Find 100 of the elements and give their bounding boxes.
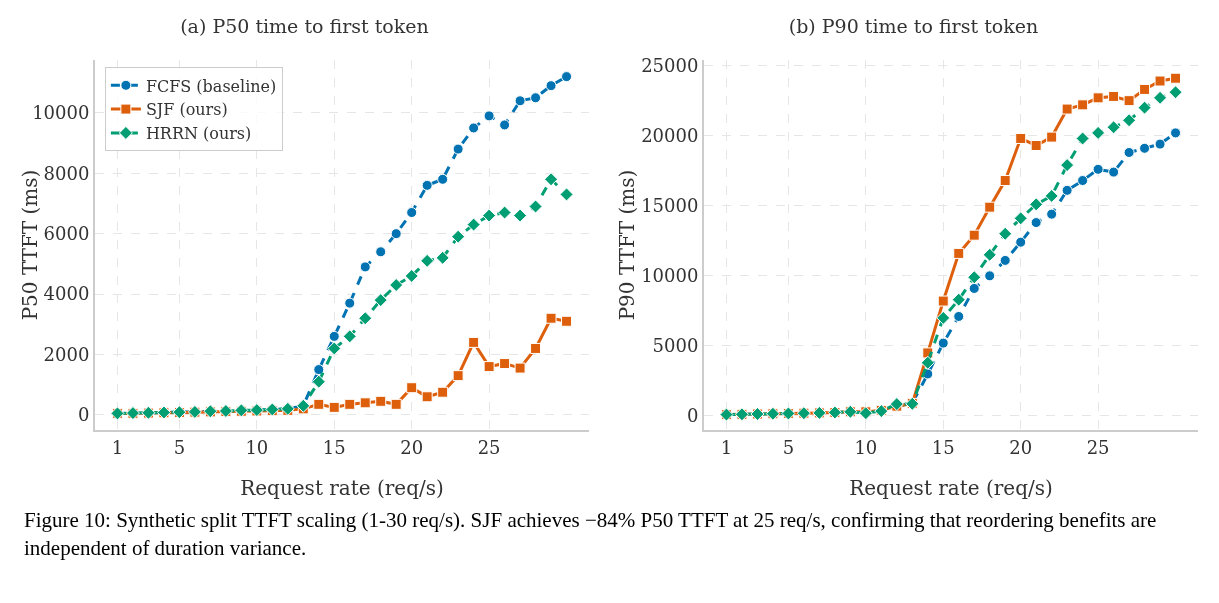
point	[1077, 175, 1089, 187]
point	[483, 110, 495, 122]
point	[1015, 132, 1027, 144]
point	[420, 253, 435, 268]
point	[1139, 142, 1151, 154]
point	[1154, 75, 1166, 87]
point	[313, 364, 325, 376]
x-tick-label: 25	[477, 436, 501, 458]
point	[920, 355, 935, 370]
point	[375, 395, 387, 407]
point	[344, 398, 356, 410]
y-tick-label: 10000	[32, 102, 90, 124]
x-axis-title: Request rate (req/s)	[240, 476, 444, 500]
point	[359, 397, 371, 409]
point	[390, 398, 402, 410]
point	[358, 311, 373, 326]
point	[559, 187, 574, 202]
point	[1170, 72, 1182, 84]
point	[452, 143, 464, 155]
x-tick-label: 15	[931, 436, 955, 458]
point	[1013, 211, 1028, 226]
point	[937, 295, 949, 307]
point	[468, 122, 480, 134]
point	[421, 391, 433, 403]
chart-title: (a) P50 time to first token	[180, 15, 429, 38]
point	[482, 208, 497, 223]
point	[968, 229, 980, 241]
point	[514, 95, 526, 107]
point	[1044, 188, 1059, 203]
y-axis-title: P50 TTFT (ms)	[17, 169, 42, 321]
point	[406, 207, 418, 219]
x-tick-label: 20	[400, 436, 424, 458]
y-tick-label: 8000	[43, 162, 90, 184]
point	[1122, 113, 1137, 128]
point	[437, 173, 449, 185]
point	[327, 341, 342, 356]
point	[1123, 147, 1135, 158]
y-tick-label: 0	[77, 404, 90, 426]
point	[545, 312, 557, 324]
y-tick-label: 20000	[641, 124, 699, 146]
point	[561, 315, 573, 327]
point	[967, 270, 982, 285]
point	[1154, 138, 1166, 150]
x-tick-label: 5	[782, 436, 795, 458]
x-tick-label: 5	[173, 436, 186, 458]
point	[998, 226, 1013, 241]
point	[561, 71, 573, 83]
legend-label: HRRN (ours)	[145, 124, 252, 144]
point	[1106, 120, 1121, 135]
point	[328, 401, 340, 413]
point	[968, 282, 980, 294]
y-tick-label: 10000	[641, 265, 699, 287]
point	[1061, 184, 1073, 196]
point	[499, 119, 511, 131]
point	[1108, 90, 1120, 102]
point	[1168, 85, 1183, 100]
x-tick-label: 1	[111, 436, 124, 458]
point	[437, 386, 449, 398]
point	[1153, 90, 1168, 105]
point	[1170, 127, 1182, 139]
point	[359, 261, 371, 273]
point	[468, 336, 480, 348]
point	[344, 297, 356, 309]
point	[1075, 131, 1090, 146]
x-tick-label: 1	[720, 436, 733, 458]
point	[1030, 217, 1042, 229]
point	[390, 228, 402, 240]
point	[999, 254, 1011, 266]
y-tick-label: 2000	[43, 343, 90, 365]
point	[1139, 83, 1151, 95]
point	[530, 92, 542, 104]
point	[311, 374, 326, 389]
legend-label: SJF (ours)	[145, 100, 228, 120]
point	[545, 80, 557, 92]
point	[1046, 131, 1058, 143]
point	[984, 270, 996, 282]
y-tick-label: 6000	[43, 222, 90, 244]
point	[514, 362, 526, 374]
point	[937, 337, 949, 349]
x-tick-label: 10	[854, 436, 878, 458]
point	[953, 247, 965, 259]
point	[530, 342, 542, 354]
legend-label: FCFS (baseline)	[145, 76, 277, 96]
point	[1137, 100, 1152, 115]
point	[435, 250, 450, 265]
point	[328, 330, 340, 342]
point	[1077, 99, 1089, 111]
point	[404, 268, 419, 283]
x-tick-label: 20	[1009, 436, 1033, 458]
point	[544, 172, 559, 187]
point	[466, 217, 481, 232]
chart-title: (b) P90 time to first token	[788, 15, 1039, 38]
point	[953, 310, 965, 322]
x-tick-label: 15	[322, 436, 346, 458]
y-tick-label: 4000	[43, 283, 90, 305]
point	[389, 278, 404, 293]
point	[984, 201, 996, 213]
y-axis-title: P90 TTFT (ms)	[615, 169, 640, 321]
point	[1029, 197, 1044, 212]
point	[483, 361, 495, 373]
